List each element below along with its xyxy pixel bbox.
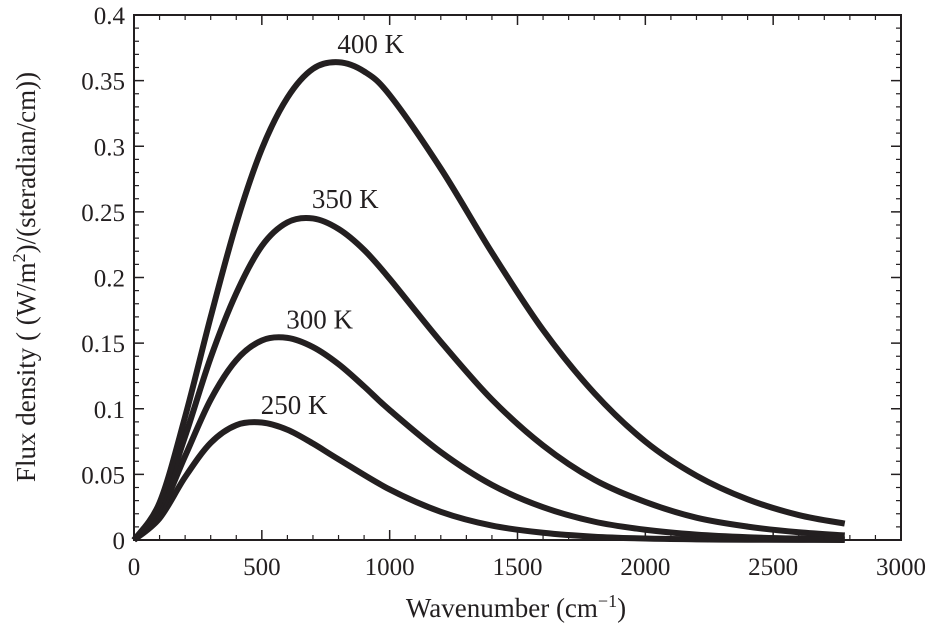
x-axis-title-main: Wavenumber (cm <box>406 593 598 623</box>
curve-300K <box>131 334 845 543</box>
plot-frame <box>133 14 902 541</box>
curve-label-250K: 250 K <box>261 390 328 420</box>
x-axis-ticks: 0 500 1000 1500 2000 2500 3000 <box>128 15 926 581</box>
y-tick-label: 0 <box>113 528 126 555</box>
y-tick-label: 0.2 <box>94 266 125 293</box>
y-axis-title-main: Flux density ( (W/m <box>11 262 41 482</box>
x-tick-label: 3000 <box>876 554 926 581</box>
curve-350K <box>131 214 845 542</box>
curve-400K <box>131 59 846 542</box>
curve-label-300K: 300 K <box>286 305 353 335</box>
curve-label-350K: 350 K <box>312 184 379 214</box>
curves <box>131 59 846 543</box>
curve-label-400K: 400 K <box>337 29 404 59</box>
y-axis-title-superscript: 2 <box>9 253 29 262</box>
y-axis-title-end: )/(steradian/cm)) <box>11 72 41 253</box>
x-axis-title-end: ) <box>617 593 626 623</box>
y-tick-label: 0.35 <box>81 69 125 96</box>
curve-labels: 400 K 350 K 300 K 250 K <box>261 29 405 420</box>
y-tick-label: 0.4 <box>94 3 126 30</box>
x-tick-label: 2000 <box>620 554 670 581</box>
y-tick-label: 0.25 <box>81 200 125 227</box>
x-tick-label: 0 <box>128 554 141 581</box>
plot-area <box>133 14 902 541</box>
x-tick-label: 2500 <box>748 554 798 581</box>
x-tick-label: 500 <box>243 554 281 581</box>
y-tick-label: 0.05 <box>81 462 125 489</box>
y-tick-label: 0.3 <box>94 134 125 161</box>
y-tick-label: 0.15 <box>81 331 125 358</box>
y-tick-label: 0.1 <box>94 397 125 424</box>
x-axis-title: Wavenumber (cm−1) <box>406 591 626 623</box>
y-axis-ticks: 0 0.05 0.1 0.15 0.2 0.25 0.3 0.35 0.4 <box>81 3 901 555</box>
x-axis-title-superscript: −1 <box>598 591 617 611</box>
x-tick-label: 1000 <box>365 554 415 581</box>
y-axis-title: Flux density ( (W/m2)/(steradian/cm)) <box>9 72 41 482</box>
x-tick-label: 1500 <box>493 554 543 581</box>
